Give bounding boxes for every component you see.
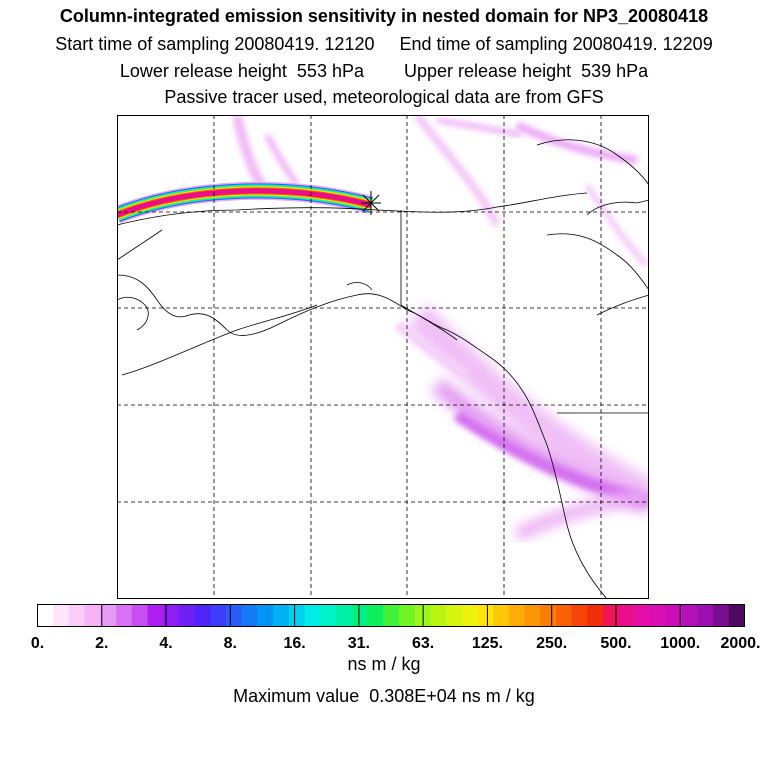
colorbar-cell	[445, 604, 463, 627]
colorbar-unit: ns m / kg	[347, 654, 421, 674]
colorbar-label: 31.	[348, 635, 370, 652]
colorbar-cell	[603, 604, 620, 627]
plume-north-4	[515, 121, 638, 164]
colorbar-cell	[493, 604, 510, 627]
colorbar-cell	[336, 604, 353, 627]
colorbar-cell	[697, 604, 714, 627]
colorbar-cell	[163, 604, 180, 627]
colorbar-cell	[540, 604, 557, 627]
alaska-south-coast	[117, 274, 608, 599]
colorbar-cell	[288, 604, 306, 627]
colorbar-cell	[226, 604, 243, 627]
colorbar-cell	[477, 604, 494, 627]
plume-north-6	[584, 183, 649, 268]
colorbar: 0. 2. 4. 8. 16. 31. 63. 125. 250. 500. 1000. 2000.	[31, 604, 761, 652]
colorbar-cell	[84, 604, 101, 627]
colorbar-cell	[241, 604, 258, 627]
release-height-line: Lower release height 553 hPa Upper relea…	[119, 61, 649, 81]
colorbar-label: 125.	[472, 635, 503, 652]
sensitivity-field	[232, 115, 649, 542]
bering-island	[117, 296, 149, 331]
colorbar-cell	[398, 604, 416, 627]
colorbar-label: 63.	[412, 635, 434, 652]
plume-south-4	[513, 488, 649, 542]
maximum-value: Maximum value 0.308E+04 ns m / kg	[233, 686, 535, 706]
colorbar-cell	[461, 604, 478, 627]
colorbar-cell	[650, 604, 667, 627]
colorbar-cell	[68, 604, 86, 627]
colorbar-cell	[728, 604, 745, 627]
tracer-info-line: Passive tracer used, meteorological data…	[164, 87, 604, 107]
colorbar-label: 2000.	[720, 635, 760, 652]
colorbar-cell	[430, 604, 447, 627]
colorbar-cell	[273, 604, 290, 627]
colorbar-cell	[681, 604, 698, 627]
colorbar-cell	[367, 604, 384, 627]
release-plume-band	[117, 181, 374, 224]
colorbar-cell	[210, 604, 227, 627]
colorbar-cell	[178, 604, 196, 627]
colorbar-cell	[508, 604, 526, 627]
arctic-islands-1	[586, 199, 649, 216]
colorbar-cell	[524, 604, 541, 627]
lat-lon-grid	[117, 115, 649, 599]
bering-coast-north	[117, 229, 163, 261]
colorbar-cell	[100, 604, 117, 627]
colorbar-cell	[383, 604, 400, 627]
colorbar-cell	[555, 604, 573, 627]
colorbar-cell	[571, 604, 588, 627]
colorbar-labels: 0. 2. 4. 8. 16. 31. 63. 125. 250. 500. 1000. 2000.	[31, 635, 761, 652]
plume-north-5	[436, 117, 523, 138]
kodiak-island	[346, 282, 373, 291]
plume-north-2	[264, 133, 300, 187]
colorbar-ticks	[101, 604, 681, 627]
colorbar-cell	[320, 604, 337, 627]
colorbar-label: 2.	[95, 635, 108, 652]
colorbar-label: 4.	[159, 635, 172, 652]
colorbar-label: 250.	[536, 635, 567, 652]
colorbar-cell	[304, 604, 321, 627]
colorbar-label: 8.	[224, 635, 237, 652]
aleutian-chain	[121, 304, 318, 376]
colorbar-cell	[618, 604, 636, 627]
colorbar-cell	[665, 604, 683, 627]
colorbar-cell	[351, 604, 368, 627]
colorbar-cell	[147, 604, 164, 627]
sensitivity-map	[117, 115, 649, 599]
colorbar-cell	[634, 604, 651, 627]
colorbar-cell	[37, 604, 54, 627]
map-frame	[117, 115, 649, 599]
canada-inland-2	[596, 294, 649, 316]
arctic-islands-2	[536, 139, 649, 186]
colorbar-frame	[37, 604, 745, 627]
plume-south-5	[394, 320, 470, 380]
colorbar-cell	[53, 604, 70, 627]
colorbar-label: 1000.	[660, 635, 700, 652]
colorbar-cell	[587, 604, 604, 627]
map-title: Column-integrated emission sensitivity i…	[59, 6, 709, 26]
colorbar-cell	[116, 604, 133, 627]
colorbar-cell	[194, 604, 211, 627]
colorbar-cell	[713, 604, 730, 627]
canada-inland-1	[546, 233, 649, 291]
sampling-time-line: Start time of sampling 20080419. 12120 E…	[55, 34, 713, 54]
colorbar-label: 16.	[283, 635, 305, 652]
colorbar-label: 500.	[600, 635, 631, 652]
colorbar-cell	[131, 604, 148, 627]
colorbar-label: 0.	[31, 635, 44, 652]
colorbar-cell	[257, 604, 274, 627]
plume-south-1	[406, 304, 649, 509]
colorbar-cells	[37, 604, 745, 627]
release-point-marker	[361, 191, 381, 215]
